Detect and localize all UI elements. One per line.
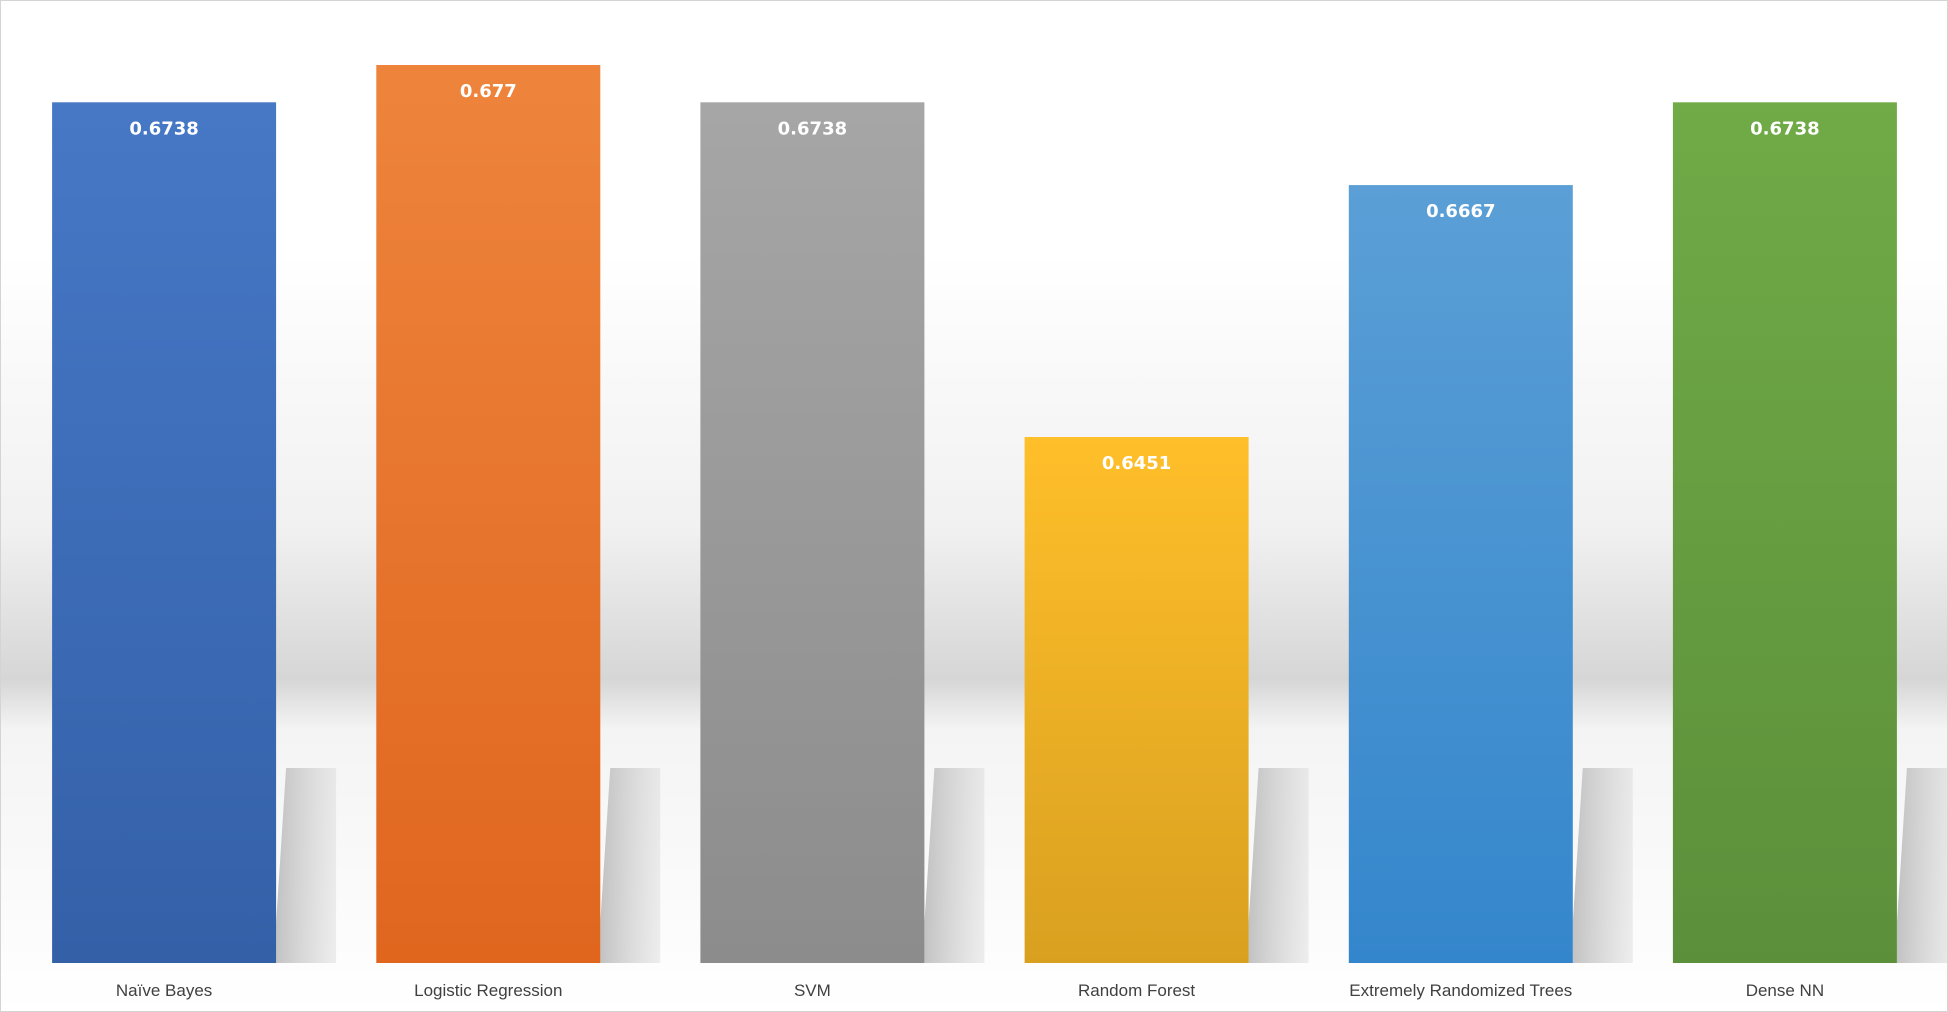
bar-5 [1348,185,1573,964]
category-labels: Naïve Bayes Logistic Regression SVM Random … [116,981,1824,1000]
bars [52,65,1897,964]
bar-4 [1024,437,1249,963]
bar-shadow [1248,768,1309,963]
bar-value-label: 0.6738 [778,118,847,139]
category-label: Naïve Bayes [116,981,212,1000]
bar-value-label: 0.6738 [1750,118,1819,139]
category-label: Dense NN [1746,981,1824,1000]
bar-6 [1672,102,1897,964]
category-label: SVM [794,981,831,1000]
bar-2 [376,65,601,963]
bar-shadow [600,768,661,963]
bar-shadows [276,768,1947,963]
bar-shadow [276,768,337,963]
category-label: Extremely Randomized Trees [1349,981,1572,1000]
bar-value-label: 0.6738 [129,118,198,139]
bar-value-label: 0.6667 [1426,201,1495,222]
bar-value-label: 0.6451 [1102,453,1171,474]
value-labels: 0.6738 0.677 0.6738 0.6451 0.6667 0.6738 [129,81,1819,474]
bar-shadow [1572,768,1633,963]
bar-value-label: 0.677 [460,81,517,102]
bar-3 [700,102,925,964]
category-label: Random Forest [1078,981,1195,1000]
bar-shadow [924,768,985,963]
category-label: Logistic Regression [414,981,562,1000]
bar-shadow [1896,768,1947,963]
bar-1 [52,102,277,964]
